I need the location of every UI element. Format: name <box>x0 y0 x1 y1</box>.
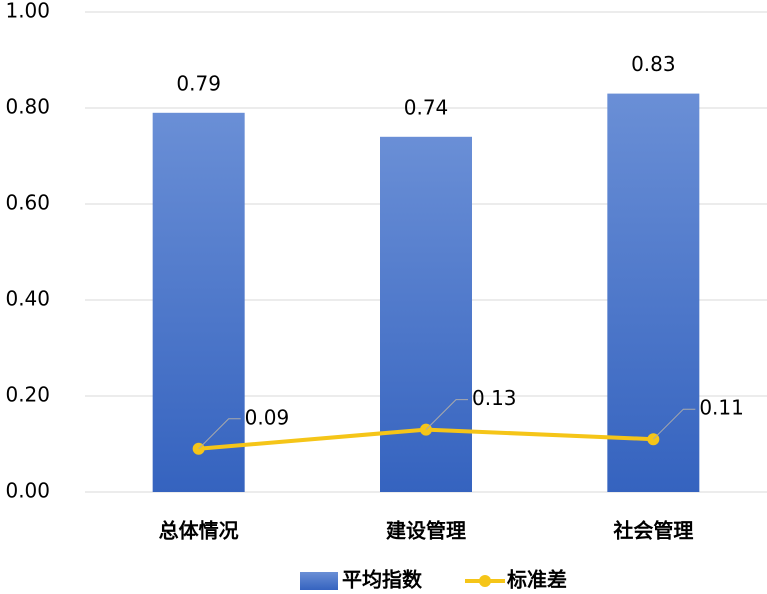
bar <box>380 136 472 493</box>
data-label: 0.13 <box>472 386 517 410</box>
y-tick-label: 0.20 <box>5 383 50 407</box>
x-tick-label: 社会管理 <box>612 519 693 543</box>
data-label: 0.83 <box>631 52 676 76</box>
y-tick-label: 0.60 <box>5 191 50 215</box>
leader-line <box>652 408 696 440</box>
legend-swatch <box>479 575 491 587</box>
data-label: 0.11 <box>699 396 744 420</box>
y-tick-label: 0.00 <box>5 479 50 503</box>
y-tick-label: 0.80 <box>5 95 50 119</box>
bar <box>607 93 700 492</box>
leader-line <box>198 418 241 450</box>
data-label: 0.79 <box>176 71 221 95</box>
legend-swatch <box>300 572 338 590</box>
leader-line <box>425 399 468 430</box>
y-tick-label: 1.00 <box>5 0 50 23</box>
bar <box>152 112 245 493</box>
x-tick-label: 建设管理 <box>386 519 466 543</box>
legend-label: 平均指数 <box>342 568 423 592</box>
legend-label: 标准差 <box>507 568 567 592</box>
data-label: 0.09 <box>245 405 290 429</box>
data-label: 0.74 <box>404 95 449 119</box>
y-tick-label: 0.40 <box>5 287 50 311</box>
x-tick-label: 总体情况 <box>159 519 239 543</box>
